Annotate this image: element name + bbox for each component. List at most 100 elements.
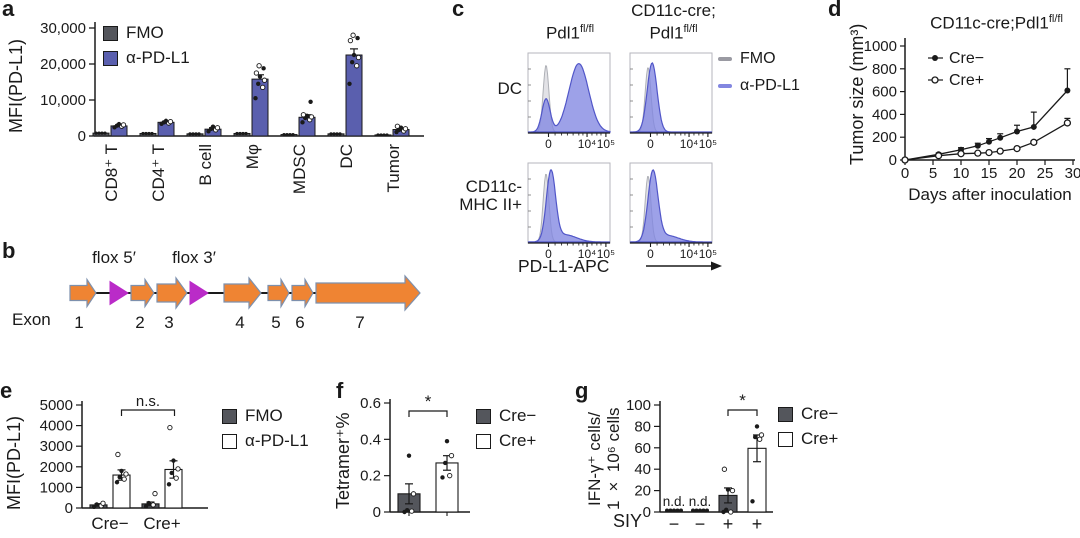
legend-marker-filled <box>932 55 938 61</box>
marker-filled <box>986 138 992 145</box>
data-point-open <box>167 118 174 125</box>
fmo-line-swatch <box>718 57 732 61</box>
data-point-filled <box>144 131 148 136</box>
marker-filled <box>974 142 981 149</box>
exon-arrow <box>223 276 262 310</box>
data-point-open <box>447 473 453 479</box>
data-point-filled <box>194 132 198 136</box>
data-point-filled <box>244 131 248 136</box>
data-point-filled <box>94 502 99 507</box>
svg-text: 1 <box>74 313 83 332</box>
data-point-filled <box>241 131 245 136</box>
data-point-filled <box>355 35 360 41</box>
data-point-filled <box>300 120 305 125</box>
panel-f: f 0 0.2 0.4 0.6 * Tetramer⁺% Cre− Cre+ <box>330 380 580 538</box>
panel-g-label: g <box>575 378 589 403</box>
svg-text: 800 <box>872 61 897 78</box>
data-point-filled <box>705 508 709 513</box>
data-point-filled <box>351 52 357 58</box>
svg-text: Cre− <box>949 50 984 67</box>
data-point-filled <box>698 508 702 513</box>
svg-text: 20 <box>634 483 651 500</box>
svg-text: 5 <box>929 165 937 182</box>
data-point-filled <box>291 132 295 137</box>
data-point-open <box>758 432 765 438</box>
data-point-filled <box>440 475 445 480</box>
data-point-filled <box>665 508 669 513</box>
data-point-filled <box>147 131 151 136</box>
column-title-pdl1-flfl: Pdl1fl/fl <box>528 20 612 43</box>
data-point-filled <box>379 133 383 137</box>
svg-text: 10⁴ <box>578 247 597 261</box>
data-point-filled <box>694 508 699 513</box>
svg-text: 4000 <box>40 418 73 435</box>
data-point-open <box>308 114 315 120</box>
data-point-open <box>175 466 181 472</box>
panel-f-legend: Cre− Cre+ <box>476 406 536 456</box>
marker-open <box>1013 144 1021 153</box>
data-point-filled <box>675 508 680 513</box>
svg-text: 10⁴ <box>680 247 699 261</box>
data-point-filled <box>335 132 339 136</box>
data-point-filled <box>444 438 450 444</box>
fmo-swatch <box>103 25 118 41</box>
data-point-filled <box>668 508 673 513</box>
data-point-filled <box>691 508 695 513</box>
svg-text: B cell <box>196 144 215 186</box>
svg-text: 30,000 <box>40 20 86 37</box>
panel-d-x-axis-label: Days after inoculation <box>908 185 1072 204</box>
apdl1-legend-label: α-PD-L1 <box>740 77 800 94</box>
cre-pos-legend-label: Cre+ <box>499 431 537 450</box>
svg-text: 1000 <box>864 38 897 55</box>
data-point-filled <box>329 132 333 136</box>
significance-bracket <box>408 410 448 417</box>
svg-text: 1000 <box>40 479 73 496</box>
svg-text: 25 <box>1037 165 1054 182</box>
legend-item-apdl1: α-PD-L1 <box>222 431 309 451</box>
legend-item-fmo: FMO <box>103 23 190 43</box>
data-point-filled <box>338 132 342 136</box>
svg-text: Cre+ <box>143 514 180 533</box>
legend-item-cre-pos: Cre+ <box>476 431 536 451</box>
flox5-label: flox 5′ <box>92 248 136 267</box>
data-point-filled <box>150 131 154 136</box>
svg-text: 0.4 <box>360 431 381 448</box>
data-point-open <box>256 63 262 69</box>
panel-e-label: e <box>0 378 13 403</box>
svg-text: + <box>752 514 763 534</box>
data-point-filled <box>235 131 239 136</box>
data-point-filled <box>117 474 122 480</box>
svg-text: + <box>723 514 734 534</box>
cre-pos-swatch <box>476 433 491 449</box>
data-point-open <box>409 508 415 514</box>
cre-neg-legend-label: Cre− <box>499 406 537 425</box>
cre-neg-swatch <box>476 408 491 424</box>
svg-text: * <box>425 392 432 411</box>
data-point-filled <box>385 133 389 137</box>
panel-g-x-axis-label: SIY <box>613 511 643 531</box>
panel-d-title: CD11c-cre;Pdl1fl/fl <box>919 10 1074 33</box>
panel-d: d 0 200 400 600 800 1000 0 5 10 15 20 25 30 Cre− Cre+ … <box>785 0 1080 232</box>
svg-text: 5000 <box>40 397 73 414</box>
data-point-open <box>173 475 179 481</box>
data-point-filled <box>382 133 386 137</box>
svg-text: 0 <box>889 152 897 169</box>
row-label-dc: DC <box>497 79 522 98</box>
data-point-open <box>115 451 121 458</box>
col1-title-sup: fl/fl <box>579 23 595 35</box>
panel-d-label: d <box>828 0 842 21</box>
svg-text: CD4⁺ T <box>149 144 168 202</box>
svg-text: 0.6 <box>360 395 381 412</box>
panel-c-x-axis-label: PD-L1-APC <box>518 256 610 276</box>
panel-e-y-axis-label: MFI(PD-L1) <box>4 416 24 510</box>
data-point-filled <box>94 131 98 135</box>
fmo-legend-label: FMO <box>740 50 776 67</box>
data-point-filled <box>253 96 258 101</box>
svg-text: Cre+ <box>949 72 984 89</box>
panel-g-y-axis-label-line2: 1 × 10⁶ cells <box>604 407 623 511</box>
svg-text: 10 <box>953 165 970 182</box>
panel-g: g 0 20 40 60 80 100 n.d. n.d. * − − + + IFN-γ⁺ cells… <box>575 380 1015 538</box>
